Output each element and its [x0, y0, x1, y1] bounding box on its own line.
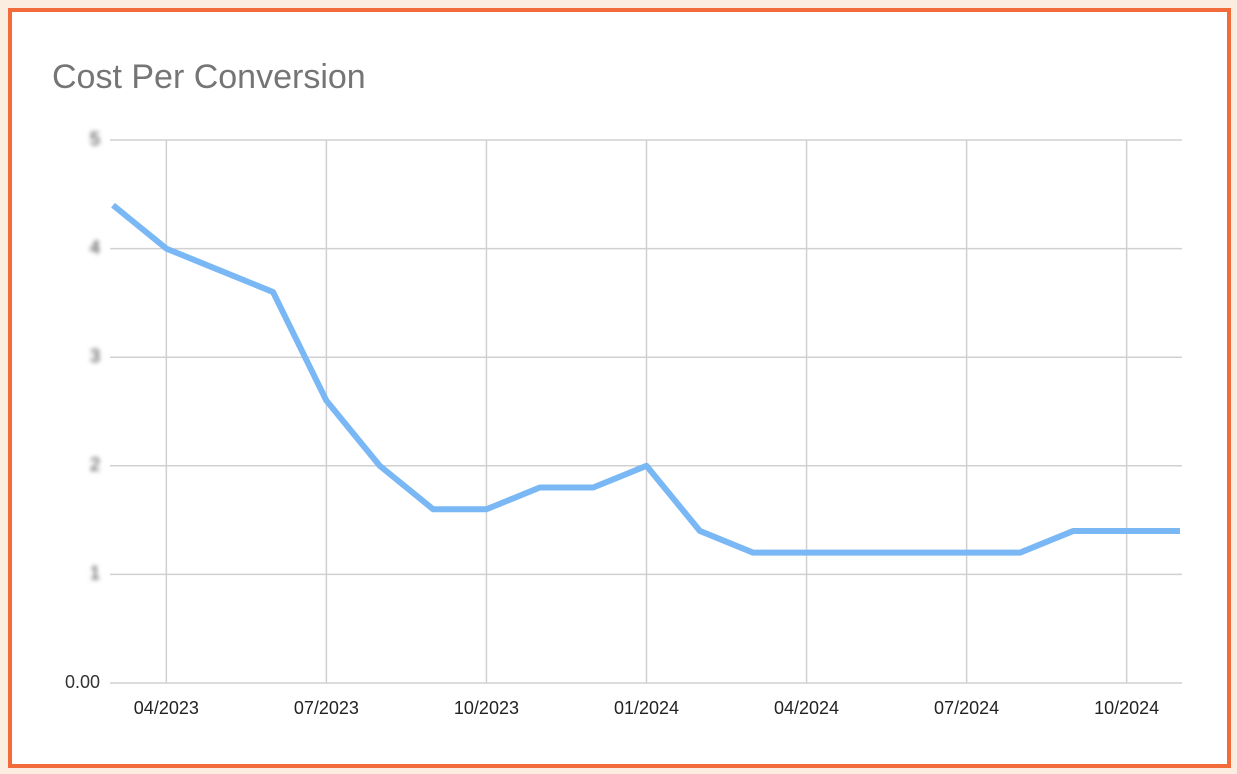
y-tick-label: 3: [90, 346, 100, 366]
chart-frame: [8, 8, 1231, 768]
y-tick-label: 2: [90, 455, 100, 475]
x-tick-label: 01/2024: [614, 698, 679, 718]
x-tick-label: 07/2024: [934, 698, 999, 718]
x-tick-label: 04/2023: [134, 698, 199, 718]
y-tick-label: 4: [90, 237, 100, 257]
y-tick-label: 5: [90, 129, 100, 149]
x-tick-label: 07/2023: [294, 698, 359, 718]
chart-title: Cost Per Conversion: [52, 58, 366, 96]
y-tick-label: 0.00: [65, 672, 100, 692]
x-tick-label: 10/2023: [454, 698, 519, 718]
x-tick-label: 10/2024: [1094, 698, 1159, 718]
y-tick-label: 1: [90, 563, 100, 583]
x-tick-label: 04/2024: [774, 698, 839, 718]
line-series: [111, 202, 1180, 556]
